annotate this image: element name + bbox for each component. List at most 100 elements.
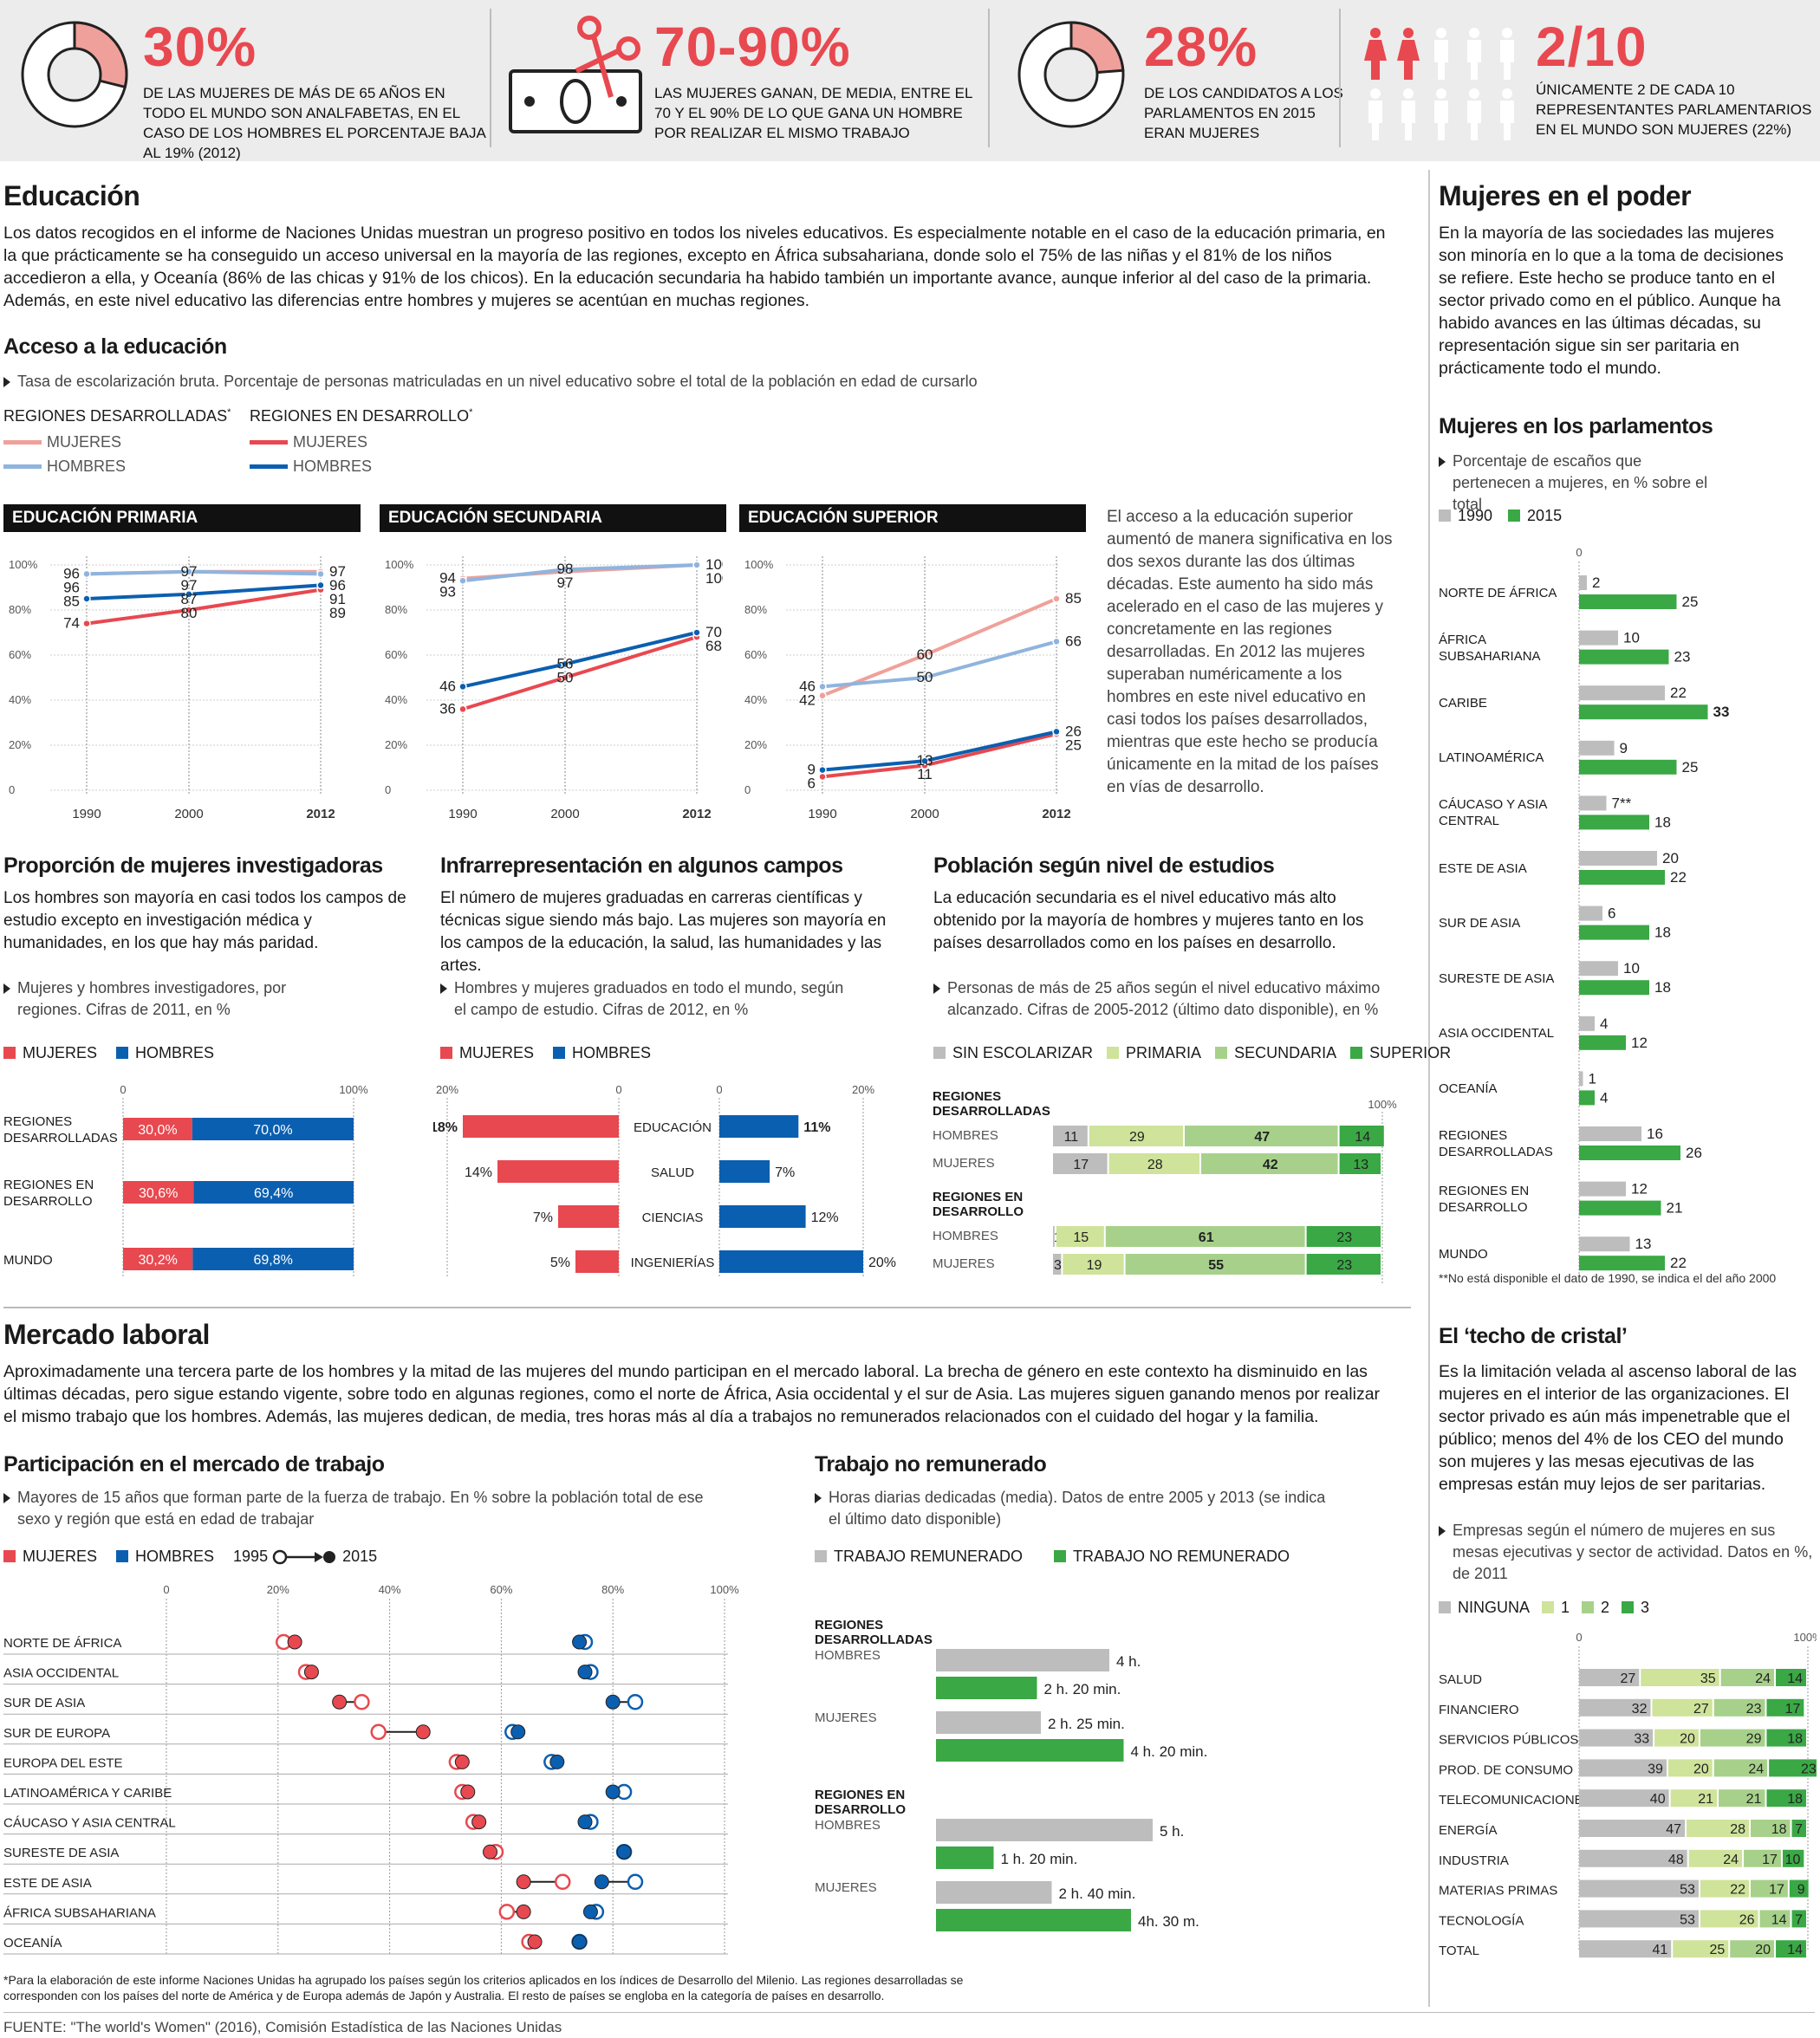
bar-segment xyxy=(1782,1849,1804,1867)
data-label: 85 xyxy=(1065,590,1082,607)
row-label: HOMBRES xyxy=(815,1818,881,1833)
x-tick-label: 100% xyxy=(339,1083,368,1096)
segment-label: 20 xyxy=(1755,1943,1771,1957)
value-label-no-remunerado: 1 h. 20 min. xyxy=(1001,1851,1078,1867)
scissors-money-icon xyxy=(509,16,642,133)
legend-ninguna: NINGUNA xyxy=(1439,1599,1530,1617)
value-label-hombres: 70,0% xyxy=(253,1123,292,1138)
data-label: 68 xyxy=(705,638,722,654)
category-label: NORTE DE ÁFRICA xyxy=(1439,586,1557,600)
segment-label: 11 xyxy=(1064,1130,1079,1145)
person-icon xyxy=(1434,88,1448,140)
segment-label: 14 xyxy=(1771,1912,1787,1927)
legend-years: 1995 2015 xyxy=(233,1548,378,1565)
category-label: ÁFRICA SUBSAHARIANA xyxy=(1439,633,1541,664)
bar-2015 xyxy=(1579,1090,1595,1106)
segment-label: 21 xyxy=(1698,1792,1713,1807)
segment-label: 32 xyxy=(1632,1702,1648,1717)
legend-devng-title: REGIONES EN DESARROLLO* xyxy=(250,407,473,425)
x-tick-label: 2000 xyxy=(174,807,203,821)
top-stats-band: 30% De las mujeres de más de 65 años en … xyxy=(0,0,1820,161)
y-tick-label: 100% xyxy=(385,558,414,571)
value-label-2015: 25 xyxy=(1682,594,1699,610)
person-icon xyxy=(1467,28,1481,80)
poblacion-body: La educación secundaria es el nivel educ… xyxy=(933,889,1364,952)
poder-title: Mujeres en el poder xyxy=(1439,180,1692,211)
dot-2015 xyxy=(471,1814,487,1830)
dot-1995 xyxy=(627,1873,644,1891)
bar-segment xyxy=(1579,1849,1687,1867)
chart-investigadoras: 0 100% REGIONES DESARROLLADAS 30,0% 70,0% REG… xyxy=(3,1083,368,1278)
category-label: SUR DE EUROPA xyxy=(3,1726,110,1741)
bar-2015 xyxy=(1579,815,1649,830)
techo-title: El ‘techo de cristal’ xyxy=(1439,1324,1628,1348)
category-label: REGIONES EN DESARROLLO xyxy=(1439,1184,1529,1215)
data-label: 25 xyxy=(1065,737,1082,753)
bar-2015 xyxy=(1579,1146,1680,1160)
segment-label: 3 xyxy=(1054,1258,1062,1273)
category-label: MATERIAS PRIMAS xyxy=(1439,1884,1557,1898)
x-tick-label: 20% xyxy=(436,1083,458,1096)
bar-segment xyxy=(1766,1698,1804,1717)
value-label-2015: 12 xyxy=(1631,1035,1648,1051)
data-label: 97 xyxy=(557,574,574,591)
data-label: 70 xyxy=(705,624,722,640)
segment-label: 48 xyxy=(1668,1853,1684,1867)
bar-remunerado xyxy=(936,1819,1153,1841)
data-point xyxy=(818,765,827,775)
bar-1990 xyxy=(1579,1236,1630,1252)
value-label-remunerado: 2 h. 40 min. xyxy=(1059,1885,1136,1902)
data-point xyxy=(458,704,467,714)
segment-label: 27 xyxy=(1620,1671,1635,1686)
dot-2015 xyxy=(460,1784,476,1800)
data-label: 11 xyxy=(917,766,933,782)
bar-2015 xyxy=(1579,649,1669,665)
dot-2015 xyxy=(582,1904,598,1919)
data-point xyxy=(818,682,827,691)
person-icon xyxy=(1500,88,1514,140)
bar-2015 xyxy=(1579,759,1677,775)
segment-label: 42 xyxy=(1263,1158,1278,1172)
segment-label: 24 xyxy=(1723,1853,1739,1867)
bar-segment xyxy=(1579,1910,1699,1928)
segment-label: 18 xyxy=(1771,1822,1787,1837)
data-label: 50 xyxy=(557,669,574,685)
x-tick-label: 2012 xyxy=(306,807,335,821)
segment-label: 23 xyxy=(1801,1762,1817,1776)
data-label: 100 xyxy=(705,570,723,587)
trab-legend: TRABAJO REMUNERADO TRABAJO NO REMUNERADO xyxy=(815,1548,1290,1566)
category-label: TECNOLOGÍA xyxy=(1439,1913,1524,1928)
source: FUENTE: "The world's Women" (2016), Comi… xyxy=(3,2019,562,2035)
person-icon xyxy=(1500,28,1514,80)
bar-segment xyxy=(1688,1849,1743,1867)
bar-mujeres xyxy=(575,1250,619,1273)
chart-parlamentos: 0 NORTE DE ÁFRICA 2 25 ÁFRICA SUBSAHARIANA 10… xyxy=(1439,546,1729,1274)
category-label: OCEANÍA xyxy=(1439,1081,1498,1096)
y-tick-label: 60% xyxy=(385,648,407,661)
legend-devng-hombres: HOMBRES xyxy=(250,458,372,476)
dot-2015 xyxy=(332,1694,348,1710)
bar-1990 xyxy=(1579,795,1607,811)
value-label-mujeres: 18% xyxy=(433,1120,458,1135)
data-label: 100 xyxy=(705,556,723,573)
category-label: REGIONES DESARROLLADAS xyxy=(1439,1128,1553,1159)
segment-label: 39 xyxy=(1648,1762,1663,1776)
category-label: FINANCIERO xyxy=(1439,1703,1519,1717)
category-label: MUNDO xyxy=(1439,1247,1488,1262)
x-tick-label: 100% xyxy=(710,1583,739,1596)
value-label-mujeres: 30,0% xyxy=(138,1123,177,1138)
bar-1990 xyxy=(1579,1071,1583,1087)
segment-label: 55 xyxy=(1208,1258,1224,1273)
bar-2015 xyxy=(1579,704,1708,720)
bar-2015 xyxy=(1579,594,1677,609)
data-label: 91 xyxy=(329,591,346,607)
x-tick-label: 1990 xyxy=(72,807,101,821)
row-label: MUJERES xyxy=(815,1710,877,1725)
x-tick-label: 2000 xyxy=(550,807,579,821)
data-point xyxy=(185,568,193,576)
bar-hombres xyxy=(719,1250,863,1273)
stat-big-1: 30% xyxy=(143,16,257,78)
woman-icon xyxy=(1397,28,1420,80)
legend-2: 2 xyxy=(1582,1599,1609,1617)
